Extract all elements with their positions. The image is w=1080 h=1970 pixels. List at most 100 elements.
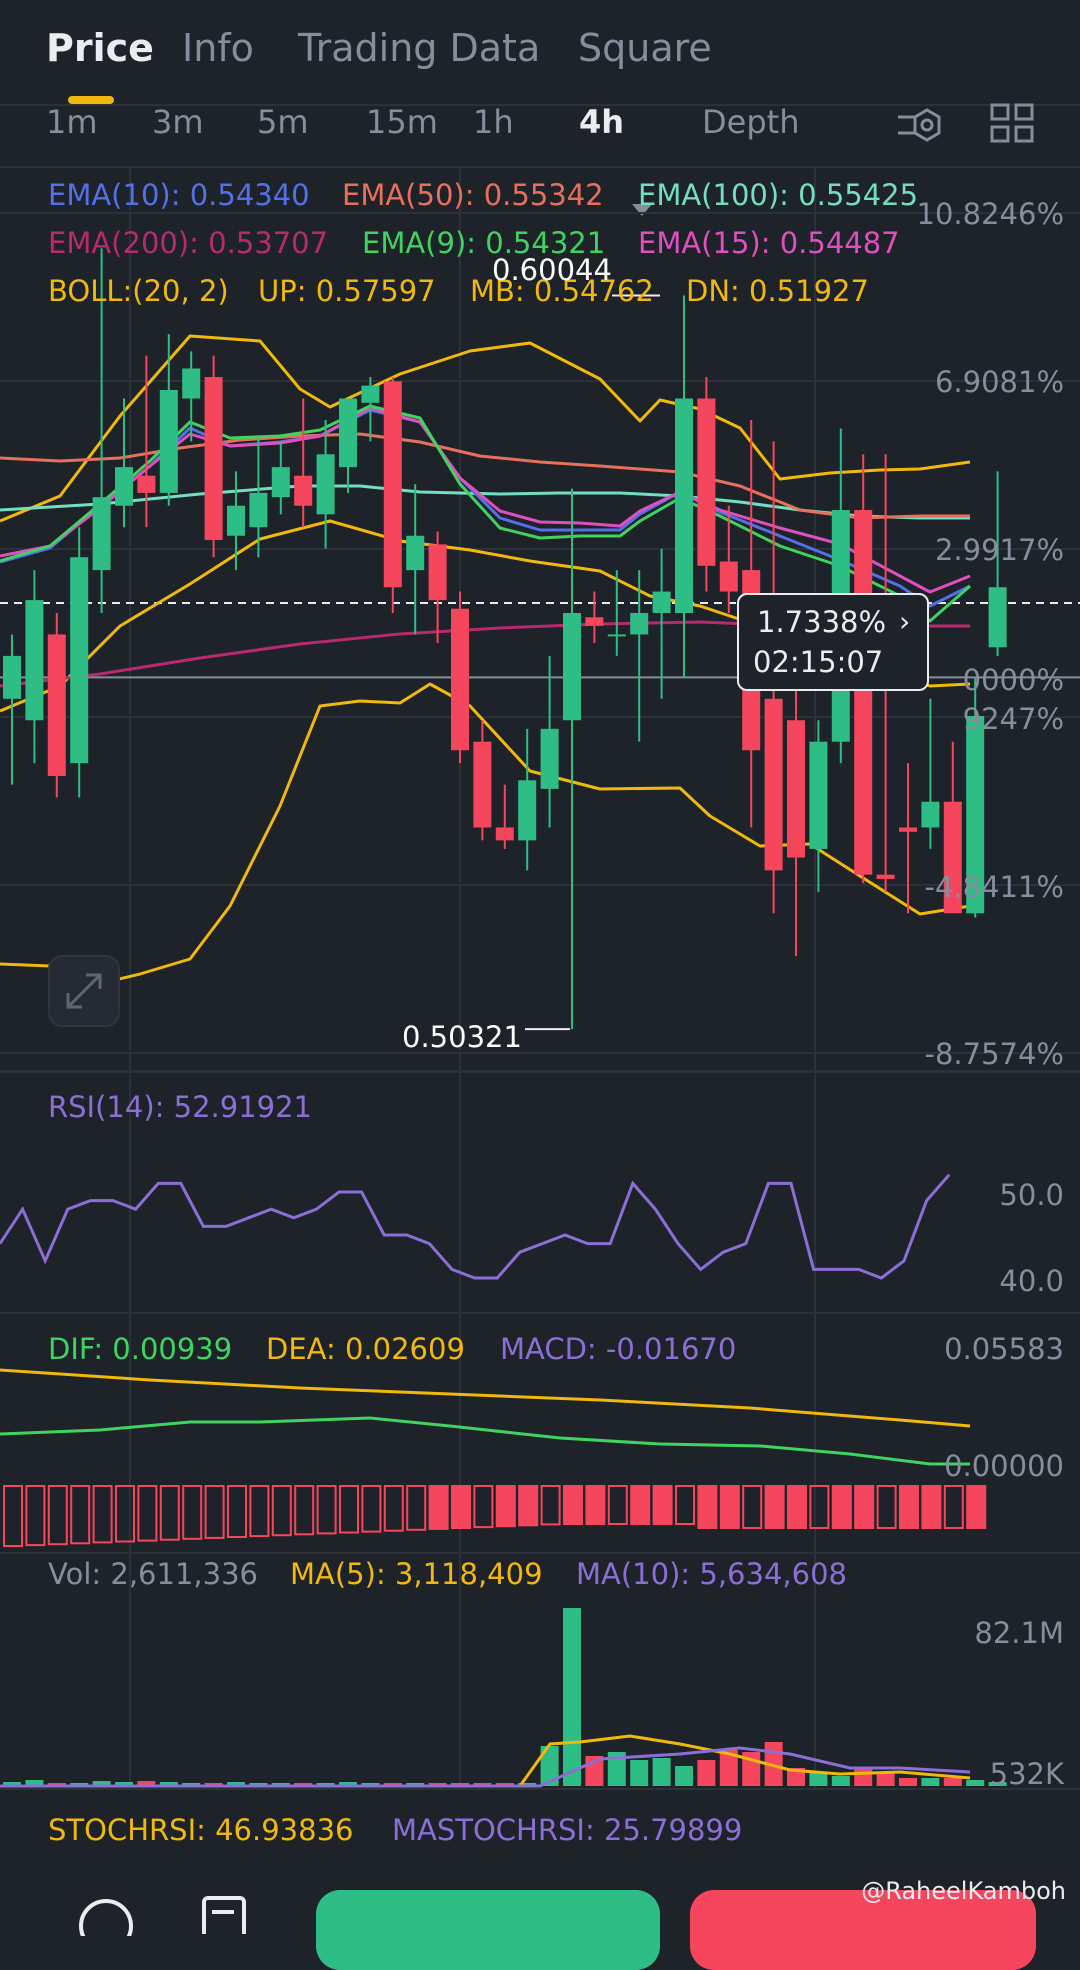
volume-bar xyxy=(719,1750,738,1786)
candle-up xyxy=(227,505,245,536)
timeframe-1m[interactable]: 1m xyxy=(46,103,98,141)
volume-bar xyxy=(92,1781,111,1786)
candle-up xyxy=(316,454,335,515)
volume-bar xyxy=(809,1772,828,1786)
macd-dif-line xyxy=(0,1416,970,1466)
expand-chart-button[interactable] xyxy=(48,955,120,1027)
volume-bar xyxy=(899,1778,917,1786)
rsi-axis-label: 50.0 xyxy=(999,1178,1064,1212)
candle-up xyxy=(249,492,268,528)
candle-up xyxy=(92,497,111,571)
candle-down xyxy=(787,720,805,858)
macd-histogram-bar xyxy=(563,1485,583,1525)
price-countdown-box[interactable]: 1.7338% › 02:15:07 xyxy=(737,593,929,691)
timeframe-5m[interactable]: 5m xyxy=(257,103,309,141)
macd-histogram-bar xyxy=(809,1485,830,1529)
macd-histogram-bar xyxy=(361,1485,382,1533)
tab-trading-data[interactable]: Trading Data xyxy=(298,26,541,70)
price-axis-label: -8.7574% xyxy=(924,1037,1065,1071)
macd-histogram-bar xyxy=(249,1485,270,1538)
volume-label: Vol: 2,611,336 xyxy=(48,1557,258,1591)
header-divider xyxy=(0,104,1080,106)
timeframe-divider xyxy=(0,166,1080,168)
candle-up xyxy=(182,368,201,399)
timeframe-bar: 1m 3m 5m 15m 1h 4h Depth xyxy=(0,95,1080,216)
candle-up xyxy=(563,612,581,721)
tab-price[interactable]: Price xyxy=(46,26,154,70)
macd-histogram-bar xyxy=(943,1485,964,1529)
countdown-time: 02:15:07 xyxy=(753,645,884,679)
countdown-percent: 1.7338% xyxy=(757,605,887,639)
candle-down xyxy=(383,381,402,588)
rsi-chart[interactable] xyxy=(0,1072,1080,1312)
tab-square[interactable]: Square xyxy=(578,26,712,70)
volume-bar xyxy=(876,1772,895,1786)
macd-histogram-bar xyxy=(540,1485,561,1526)
volume-bar xyxy=(854,1768,873,1786)
macd-histogram-bar xyxy=(607,1485,628,1525)
volume-bar xyxy=(787,1768,805,1786)
timeframe-1h[interactable]: 1h xyxy=(473,103,514,141)
candle-down xyxy=(137,475,156,493)
volume-bar xyxy=(25,1780,44,1786)
candle-up xyxy=(675,398,693,613)
macd-histogram-bar xyxy=(182,1485,203,1540)
volume-divider xyxy=(0,1552,1080,1554)
candle-up xyxy=(809,741,828,849)
volume-bar xyxy=(159,1782,178,1786)
legend-ema15: EMA(15): 0.54487 xyxy=(638,226,900,260)
candle-down xyxy=(47,634,66,776)
indicator-settings-icon[interactable] xyxy=(896,105,942,149)
legend-boll-dn: DN: 0.51927 xyxy=(686,274,869,308)
macd-histogram-bar xyxy=(495,1485,516,1528)
orders-icon[interactable] xyxy=(200,1894,250,1934)
legend-ema200: EMA(200): 0.53707 xyxy=(48,226,329,260)
candle-down xyxy=(294,475,313,506)
candle-up xyxy=(115,467,133,506)
macd-histogram-bar xyxy=(697,1485,718,1529)
candle-down xyxy=(495,827,514,841)
macd-histogram-bar xyxy=(876,1485,897,1529)
chevron-down-icon[interactable] xyxy=(630,202,654,222)
timeframe-15m[interactable]: 15m xyxy=(366,103,438,141)
more-icon[interactable] xyxy=(76,1896,136,1936)
mastochrsi-label: MASTOCHRSI: 25.79899 xyxy=(392,1813,743,1847)
timeframe-3m[interactable]: 3m xyxy=(152,103,204,141)
candle-up xyxy=(607,634,626,637)
volume-bar xyxy=(630,1760,649,1786)
layout-grid-icon[interactable] xyxy=(990,103,1034,149)
macd-histogram-bar xyxy=(316,1485,337,1535)
macd-histogram-bar xyxy=(3,1485,23,1547)
volume-bar xyxy=(921,1778,940,1786)
macd-histogram-bar xyxy=(428,1485,449,1530)
macd-histogram-bar xyxy=(451,1485,471,1529)
candle-up xyxy=(988,587,1007,648)
header-tabs: Price Info Trading Data Square xyxy=(0,0,1080,105)
macd-histogram-bar xyxy=(92,1485,113,1544)
macd-chart[interactable] xyxy=(0,1314,1080,1554)
buy-button[interactable] xyxy=(316,1890,660,1970)
volume-bar xyxy=(652,1758,671,1786)
candle-up xyxy=(921,801,940,828)
credit-watermark: @RaheelKamboh xyxy=(861,1877,1066,1905)
timeframe-4h[interactable]: 4h xyxy=(579,103,625,141)
price-axis-label: 6.9081% xyxy=(934,365,1064,399)
macd-histogram-bar xyxy=(204,1485,225,1539)
volume-chart[interactable] xyxy=(0,1554,1080,1790)
volume-axis-label: 532K xyxy=(989,1757,1064,1791)
tab-info[interactable]: Info xyxy=(182,26,254,70)
expand-icon xyxy=(66,973,102,1009)
macd-histogram-bar xyxy=(294,1485,315,1536)
macd-histogram-bar xyxy=(652,1485,673,1525)
candle-down xyxy=(764,698,783,871)
candle-down xyxy=(876,874,895,879)
macd-dea-label: DEA: 0.02609 xyxy=(266,1332,465,1366)
macd-value-label: MACD: -0.01670 xyxy=(500,1332,737,1366)
macd-histogram-bar xyxy=(630,1485,651,1525)
volume-bar xyxy=(607,1752,626,1786)
macd-histogram-bar xyxy=(473,1485,494,1529)
legend-boll-mb: MB: 0.54762 xyxy=(470,274,654,308)
timeframe-depth[interactable]: Depth xyxy=(702,103,800,141)
macd-histogram-bar xyxy=(25,1485,46,1547)
legend-boll: BOLL:(20, 2) xyxy=(48,274,229,308)
